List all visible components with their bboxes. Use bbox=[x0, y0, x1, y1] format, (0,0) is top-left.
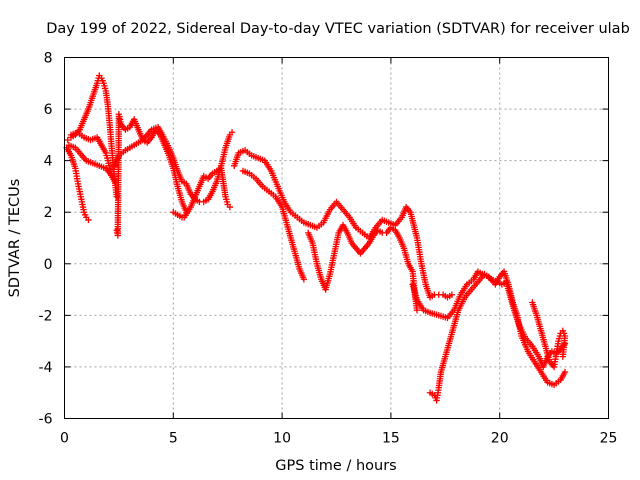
y-tick-label: 8 bbox=[44, 51, 53, 67]
data-point bbox=[106, 167, 114, 175]
y-axis-label: SDTVAR / TECUs bbox=[7, 179, 23, 298]
y-tick-label: 2 bbox=[44, 205, 53, 221]
y-tick-label: 6 bbox=[44, 102, 53, 118]
x-axis: 0 5 10 15 20 25 bbox=[60, 57, 618, 447]
data-point bbox=[300, 276, 308, 283]
series-satellite-track-4 bbox=[67, 129, 114, 175]
x-tick-label: 15 bbox=[382, 431, 400, 447]
plot-frame bbox=[64, 57, 609, 419]
y-tick-label: -2 bbox=[39, 308, 53, 324]
data-point bbox=[413, 307, 421, 314]
x-tick-label: 5 bbox=[169, 431, 178, 447]
series-satellite-track-5 bbox=[113, 111, 190, 239]
data-point bbox=[226, 203, 234, 211]
series-satellite-track-8 bbox=[231, 147, 456, 301]
series-satellite-track-12 bbox=[426, 270, 569, 404]
series-satellite-track-13 bbox=[529, 299, 569, 371]
x-tick-label: 25 bbox=[600, 431, 618, 447]
y-tick-label: 4 bbox=[44, 154, 53, 170]
y-tick-label: -4 bbox=[39, 360, 53, 376]
data-point bbox=[111, 178, 118, 185]
grid bbox=[64, 57, 609, 419]
data-marks bbox=[63, 72, 569, 404]
data-point bbox=[64, 136, 71, 144]
series-satellite-track-6 bbox=[111, 123, 236, 206]
series-satellite-track-3 bbox=[65, 141, 118, 185]
data-point bbox=[113, 193, 120, 200]
series-satellite-track-9 bbox=[239, 167, 308, 283]
x-axis-label: GPS time / hours bbox=[275, 458, 396, 474]
y-axis: -6 -4 -2 0 2 4 6 8 bbox=[39, 51, 609, 428]
series-satellite-track-2 bbox=[63, 144, 92, 224]
data-point bbox=[448, 291, 456, 298]
data-point bbox=[559, 353, 567, 360]
series-satellite-track-10 bbox=[305, 221, 421, 314]
chart-title: Day 199 of 2022, Sidereal Day-to-day VTE… bbox=[46, 21, 630, 37]
series-satellite-track-7 bbox=[170, 165, 234, 221]
x-tick-label: 20 bbox=[491, 431, 509, 447]
y-tick-label: -6 bbox=[39, 412, 53, 428]
data-point bbox=[561, 368, 569, 376]
x-tick-label: 0 bbox=[60, 431, 69, 447]
data-point bbox=[228, 129, 236, 136]
data-point bbox=[85, 216, 92, 224]
x-tick-label: 10 bbox=[273, 431, 291, 447]
y-tick-label: 0 bbox=[44, 257, 53, 273]
